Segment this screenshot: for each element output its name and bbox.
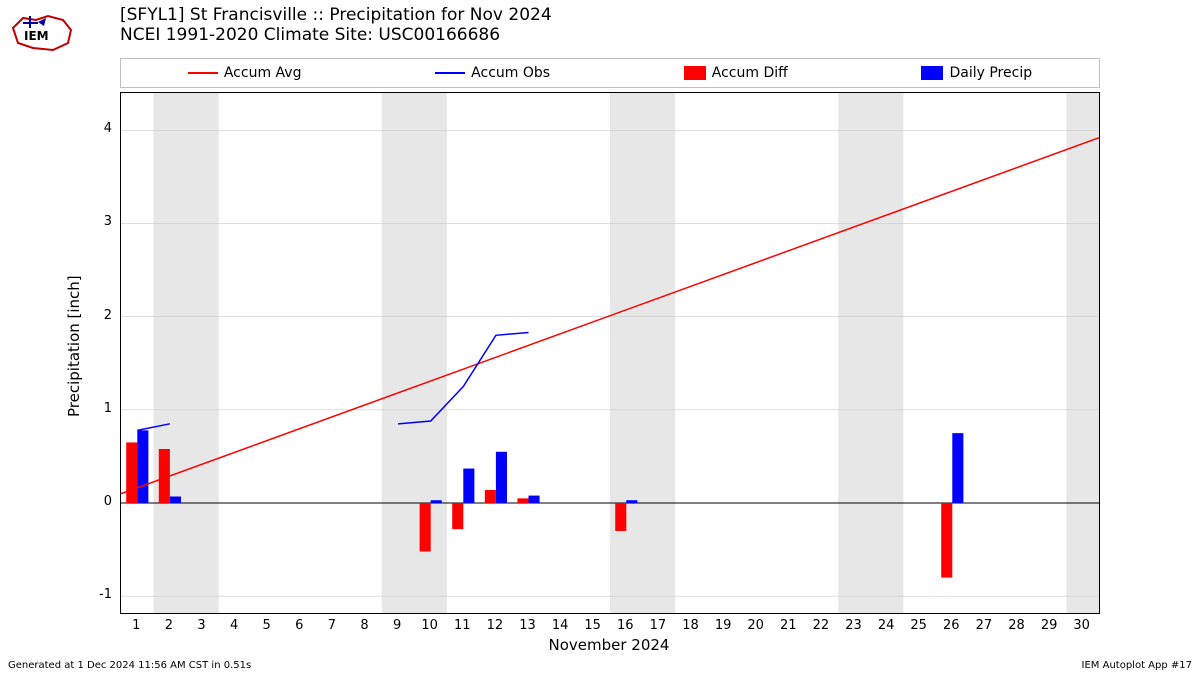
y-tick: 2: [104, 308, 112, 323]
x-tick: 17: [648, 618, 668, 633]
x-tick: 27: [974, 618, 994, 633]
x-tick: 19: [713, 618, 733, 633]
x-tick: 28: [1007, 618, 1027, 633]
y-tick: 4: [104, 121, 112, 136]
legend-swatch: [188, 72, 218, 74]
x-tick: 11: [452, 618, 472, 633]
legend-item: Accum Obs: [435, 65, 550, 81]
x-tick: 22: [811, 618, 831, 633]
x-tick: 1: [126, 618, 146, 633]
x-tick: 9: [387, 618, 407, 633]
x-tick: 24: [876, 618, 896, 633]
title-line2: NCEI 1991-2020 Climate Site: USC00166686: [120, 25, 552, 45]
y-tick: 3: [104, 214, 112, 229]
x-tick: 15: [583, 618, 603, 633]
legend-label: Accum Diff: [712, 65, 788, 81]
x-tick: 13: [518, 618, 538, 633]
y-tick: 0: [104, 494, 112, 509]
svg-text:IEM: IEM: [24, 29, 49, 43]
legend-swatch: [684, 66, 706, 80]
x-tick: 23: [844, 618, 864, 633]
footer-generated: Generated at 1 Dec 2024 11:56 AM CST in …: [8, 660, 251, 671]
chart-plot-area: [120, 92, 1100, 614]
x-tick: 21: [778, 618, 798, 633]
x-tick: 30: [1072, 618, 1092, 633]
x-tick: 20: [746, 618, 766, 633]
chart-legend: Accum Avg Accum Obs Accum Diff Daily Precip: [120, 58, 1100, 88]
x-tick: 12: [485, 618, 505, 633]
x-tick: 6: [289, 618, 309, 633]
legend-item: Accum Avg: [188, 65, 302, 81]
chart-title: [SFYL1] St Francisville :: Precipitation…: [120, 5, 552, 46]
x-tick: 8: [355, 618, 375, 633]
x-tick: 18: [681, 618, 701, 633]
x-tick: 3: [192, 618, 212, 633]
legend-label: Accum Obs: [471, 65, 550, 81]
x-tick: 10: [420, 618, 440, 633]
legend-swatch: [921, 66, 943, 80]
x-tick: 7: [322, 618, 342, 633]
x-tick: 5: [257, 618, 277, 633]
legend-item: Accum Diff: [684, 65, 788, 81]
iem-logo: IEM: [8, 8, 78, 56]
x-tick: 25: [909, 618, 929, 633]
title-line1: [SFYL1] St Francisville :: Precipitation…: [120, 5, 552, 25]
x-tick: 16: [615, 618, 635, 633]
legend-label: Accum Avg: [224, 65, 302, 81]
x-tick: 2: [159, 618, 179, 633]
x-tick: 26: [941, 618, 961, 633]
legend-item: Daily Precip: [921, 65, 1032, 81]
y-tick: 1: [104, 401, 112, 416]
y-axis-label: Precipitation [inch]: [65, 275, 83, 417]
y-tick: -1: [99, 587, 112, 602]
x-tick: 14: [550, 618, 570, 633]
x-tick: 4: [224, 618, 244, 633]
legend-label: Daily Precip: [949, 65, 1032, 81]
legend-swatch: [435, 72, 465, 74]
x-tick: 29: [1039, 618, 1059, 633]
footer-app: IEM Autoplot App #17: [1082, 660, 1192, 671]
x-axis-label: November 2024: [120, 636, 1098, 654]
